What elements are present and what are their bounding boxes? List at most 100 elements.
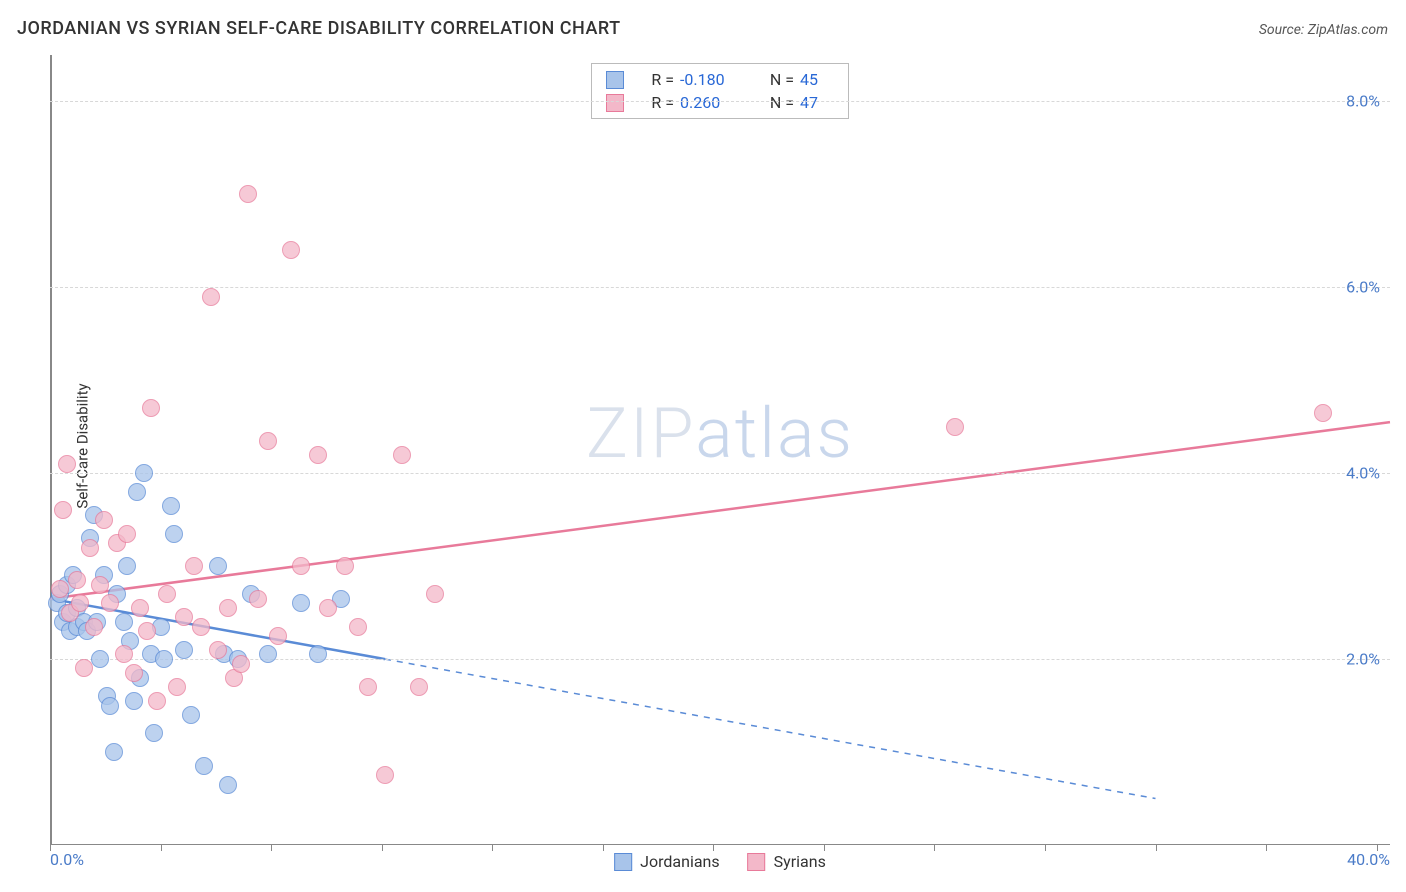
ytick-label: 6.0%	[1346, 278, 1380, 297]
stats-swatch	[606, 94, 624, 112]
scatter-point	[269, 627, 287, 645]
scatter-point	[162, 497, 180, 515]
xtick-mark	[271, 845, 272, 851]
scatter-point	[58, 455, 76, 473]
legend-item: Jordanians	[614, 852, 719, 871]
scatter-point	[105, 743, 123, 761]
stats-n-value: 45	[800, 70, 834, 89]
watermark-part1: ZIP	[586, 393, 695, 475]
scatter-point	[118, 557, 136, 575]
trend-line	[50, 422, 1390, 599]
trend-lines	[50, 55, 1390, 845]
xtick-label-min: 0.0%	[50, 850, 84, 869]
scatter-point	[1314, 404, 1332, 422]
scatter-point	[138, 622, 156, 640]
scatter-point	[202, 288, 220, 306]
stats-r-label: R =	[634, 70, 674, 89]
ytick-label: 4.0%	[1346, 464, 1380, 483]
scatter-point	[192, 618, 210, 636]
correlation-stats-box: R =-0.180N =45R =0.260N =47	[591, 63, 849, 119]
scatter-point	[91, 650, 109, 668]
stats-n-label: N =	[756, 70, 794, 89]
stats-n-label: N =	[756, 93, 794, 112]
legend: Jordanians Syrians	[614, 852, 826, 871]
scatter-point	[292, 594, 310, 612]
scatter-point	[175, 641, 193, 659]
ytick-label: 2.0%	[1346, 650, 1380, 669]
scatter-point	[239, 185, 257, 203]
legend-label: Jordanians	[640, 852, 719, 871]
scatter-point	[115, 613, 133, 631]
ytick-label: 8.0%	[1346, 92, 1380, 111]
grid-line	[50, 473, 1390, 474]
scatter-point	[155, 650, 173, 668]
scatter-point	[135, 464, 153, 482]
scatter-point	[125, 664, 143, 682]
scatter-point	[148, 692, 166, 710]
plot-area: ZIPatlas R =-0.180N =45R =0.260N =47 Jor…	[50, 55, 1390, 845]
scatter-point	[282, 241, 300, 259]
scatter-point	[125, 692, 143, 710]
scatter-point	[259, 645, 277, 663]
trend-line-extrapolated	[385, 659, 1156, 798]
stats-r-value: 0.260	[680, 93, 750, 112]
scatter-point	[376, 766, 394, 784]
xtick-mark	[1266, 845, 1267, 851]
scatter-point	[145, 724, 163, 742]
scatter-point	[393, 446, 411, 464]
scatter-point	[175, 608, 193, 626]
watermark: ZIPatlas	[586, 393, 854, 475]
stats-r-value: -0.180	[680, 70, 750, 89]
xtick-mark	[824, 845, 825, 851]
legend-swatch	[748, 853, 766, 871]
scatter-point	[165, 525, 183, 543]
chart-source: Source: ZipAtlas.com	[1259, 22, 1388, 38]
grid-line	[50, 659, 1390, 660]
watermark-part2: atlas	[695, 393, 854, 475]
scatter-point	[118, 525, 136, 543]
scatter-point	[131, 599, 149, 617]
legend-swatch	[614, 853, 632, 871]
scatter-point	[128, 483, 146, 501]
xtick-mark	[161, 845, 162, 851]
chart-title: JORDANIAN VS SYRIAN SELF-CARE DISABILITY…	[17, 18, 621, 39]
scatter-point	[182, 706, 200, 724]
scatter-point	[219, 776, 237, 794]
x-axis-line	[50, 844, 1390, 846]
scatter-point	[336, 557, 354, 575]
xtick-mark	[492, 845, 493, 851]
scatter-point	[71, 594, 89, 612]
scatter-point	[319, 599, 337, 617]
xtick-mark	[1156, 845, 1157, 851]
scatter-point	[259, 432, 277, 450]
scatter-point	[946, 418, 964, 436]
stats-swatch	[606, 71, 624, 89]
scatter-point	[115, 645, 133, 663]
scatter-point	[410, 678, 428, 696]
scatter-point	[168, 678, 186, 696]
scatter-point	[54, 501, 72, 519]
scatter-point	[95, 511, 113, 529]
legend-label: Syrians	[774, 852, 826, 871]
scatter-point	[142, 399, 160, 417]
scatter-point	[185, 557, 203, 575]
xtick-mark	[382, 845, 383, 851]
y-axis-line	[50, 55, 52, 845]
scatter-point	[249, 590, 267, 608]
scatter-point	[101, 594, 119, 612]
scatter-point	[209, 641, 227, 659]
scatter-point	[158, 585, 176, 603]
scatter-point	[426, 585, 444, 603]
xtick-mark	[934, 845, 935, 851]
xtick-mark	[603, 845, 604, 851]
scatter-point	[292, 557, 310, 575]
scatter-point	[209, 557, 227, 575]
scatter-point	[195, 757, 213, 775]
scatter-point	[309, 446, 327, 464]
xtick-mark	[1045, 845, 1046, 851]
scatter-point	[85, 618, 103, 636]
xtick-label-max: 40.0%	[1347, 850, 1390, 869]
scatter-point	[309, 645, 327, 663]
scatter-point	[359, 678, 377, 696]
scatter-point	[51, 580, 69, 598]
